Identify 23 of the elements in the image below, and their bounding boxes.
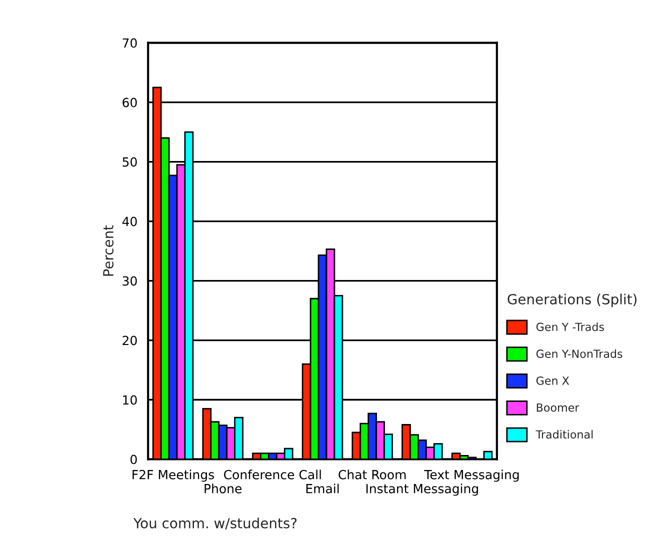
y-tick-label: 10: [123, 395, 137, 405]
y-tick-label: 0: [130, 454, 137, 464]
y-tick-label: 30: [122, 276, 137, 286]
legend-label: Boomer: [536, 403, 580, 412]
y-tick-label: 20: [122, 336, 137, 346]
legend-title: Generations (Split): [508, 294, 636, 308]
x-tick-label: Conference Call: [224, 470, 321, 480]
legend-label: Gen Y -Trads: [536, 322, 604, 332]
x-tick-label: Phone: [204, 484, 242, 494]
y-tick-label: 50: [122, 157, 137, 167]
y-tick-label: 40: [122, 216, 137, 226]
legend-label: Gen X: [536, 376, 570, 385]
x-tick-label: Chat Room: [338, 470, 406, 480]
y-axis-title: Percent: [103, 225, 114, 276]
x-tick-label: F2F Meetings: [132, 470, 214, 482]
y-tick-label: 70: [122, 38, 137, 48]
x-tick-label: Instant Messaging: [366, 484, 478, 496]
legend-label: Traditional: [536, 430, 593, 439]
legend-label: Gen Y-NonTrads: [536, 349, 622, 358]
y-tick-label: 60: [122, 98, 137, 108]
x-tick-label: Text Messaging: [424, 470, 519, 482]
x-tick-label: Email: [306, 484, 339, 494]
text: You comm. w/students?: [133, 518, 297, 530]
